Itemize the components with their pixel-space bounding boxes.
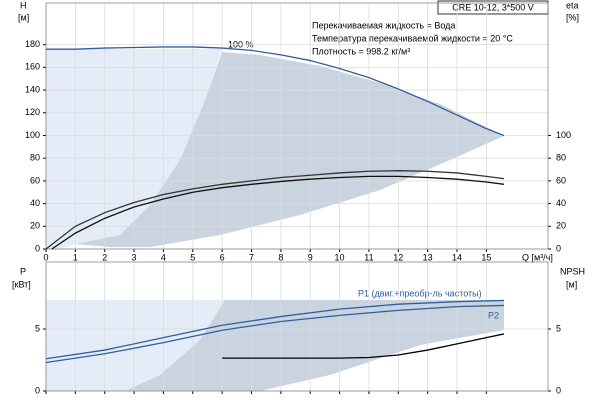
y2-tick-label: 60 <box>556 175 566 185</box>
series-line <box>45 299 504 360</box>
light-range-area <box>46 300 225 391</box>
y2-tick-label: 20 <box>556 221 566 231</box>
series-line <box>46 46 505 137</box>
x-axis-label: Q [м³/ч] <box>522 252 553 262</box>
x-tick-label: 5 <box>190 252 195 262</box>
y-tick-label: 100 <box>25 130 40 140</box>
y2-tick-label: 0 <box>556 243 561 253</box>
plot-frame <box>45 2 549 250</box>
y-tick-label: 0 <box>35 243 40 253</box>
y-tick-label: 80 <box>30 153 40 163</box>
x-tick-label: 0 <box>43 252 48 262</box>
series-line <box>51 175 505 250</box>
x-tick-label: 2 <box>102 252 107 262</box>
series-line <box>45 304 504 364</box>
y2-axis-label: NPSH <box>560 266 585 276</box>
x-tick-label: 3 <box>132 252 137 262</box>
annotation: Перекачиваемая жидкость = Вода <box>312 20 455 30</box>
y-tick-label: 140 <box>25 84 40 94</box>
annotation: Плотность = 998.2 кг/м³ <box>312 46 410 56</box>
y2-axis-unit: [%] <box>566 12 579 22</box>
chart-title: CRE 10-12, 3*500 V <box>452 2 534 12</box>
x-tick-label: 14 <box>452 252 462 262</box>
y-axis-label: P <box>20 266 26 276</box>
y-tick-label: 5 <box>35 323 40 333</box>
y-tick-label: 0 <box>35 385 40 395</box>
y2-tick-label: 100 <box>556 130 571 140</box>
operating-range-area <box>125 300 504 391</box>
x-tick-label: 6 <box>220 252 225 262</box>
y2-tick-label: 80 <box>556 153 566 163</box>
x-tick-label: 9 <box>308 252 313 262</box>
y2-tick-label: 5 <box>556 323 561 333</box>
annotation: Температура перекачиваемой жидкости = 20… <box>312 33 513 43</box>
y2-axis-unit: [м] <box>566 279 577 289</box>
y-axis-unit: [кВт] <box>12 279 31 289</box>
y2-axis-label: eta <box>566 0 579 10</box>
x-tick-label: 7 <box>249 252 254 262</box>
y-tick-label: 60 <box>30 175 40 185</box>
x-tick-label: 8 <box>278 252 283 262</box>
operating-range-area <box>75 52 504 247</box>
y-axis-unit: [м] <box>18 12 29 22</box>
x-tick-label: 1 <box>73 252 78 262</box>
x-tick-label: 11 <box>364 252 373 262</box>
x-tick-label: 13 <box>423 252 433 262</box>
x-tick-label: 4 <box>161 252 166 262</box>
y2-tick-label: 40 <box>556 198 566 208</box>
series-line <box>222 333 505 359</box>
legend-label: P1 (двиг.+преобр-ль частоты) <box>358 288 482 298</box>
x-tick-label: 12 <box>393 252 403 262</box>
plot-frame <box>45 261 549 392</box>
legend-label: P2 <box>488 310 499 320</box>
y-tick-label: 180 <box>25 39 40 49</box>
y-tick-label: 160 <box>25 62 40 72</box>
x-tick-label: 15 <box>481 252 491 262</box>
x-tick-label: 10 <box>335 252 345 262</box>
y-tick-label: 40 <box>30 198 40 208</box>
series-line <box>45 170 505 250</box>
y-tick-label: 120 <box>25 107 40 117</box>
y2-tick-label: 0 <box>556 385 561 395</box>
y-axis-label: H <box>20 0 27 10</box>
y-tick-label: 20 <box>30 221 40 231</box>
